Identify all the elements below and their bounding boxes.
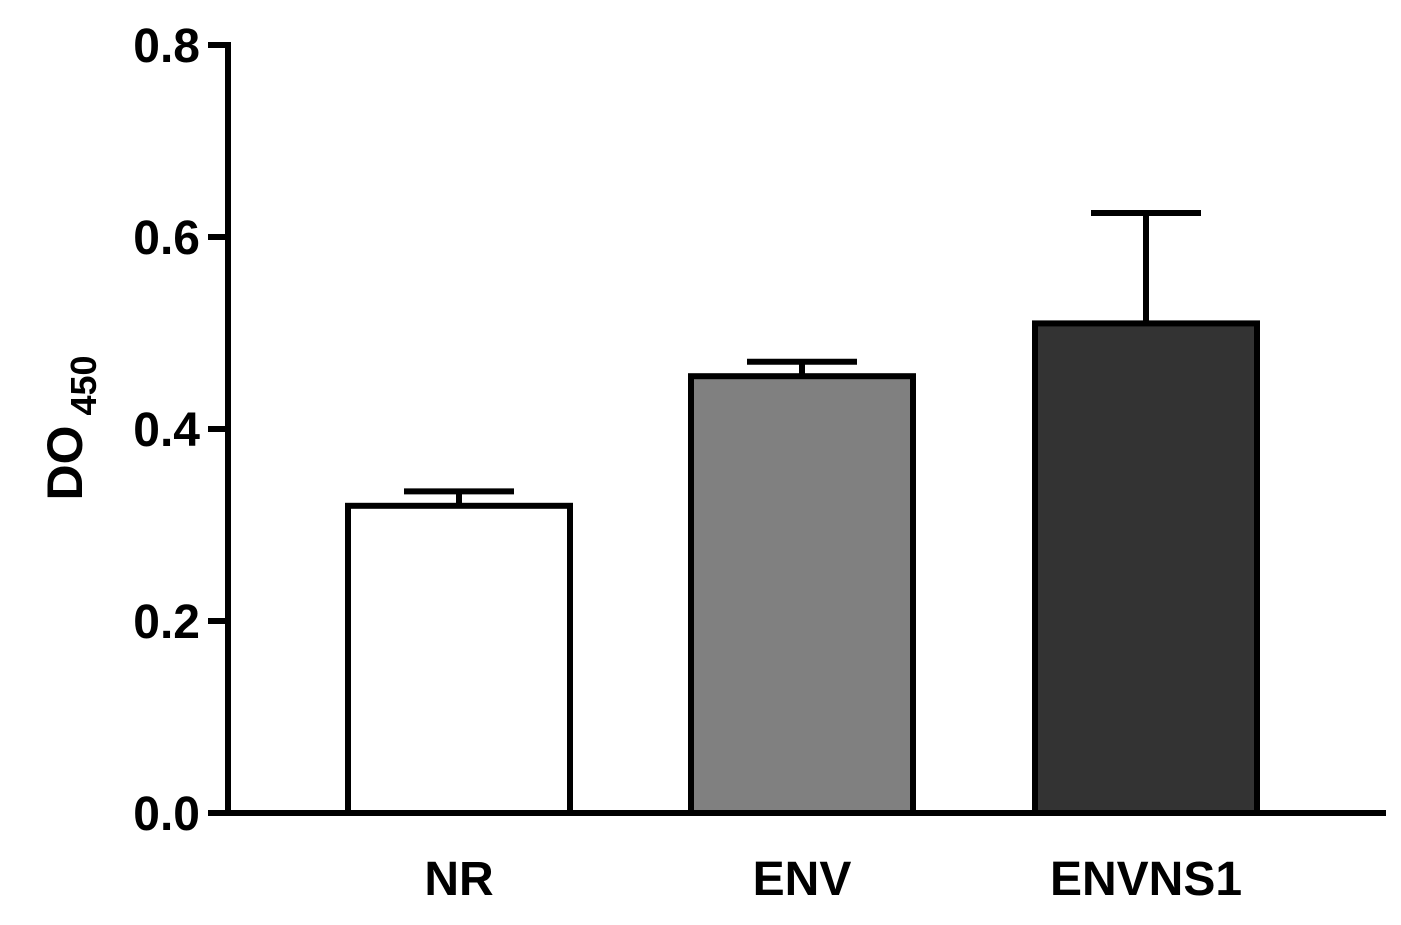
x-category-label: ENVNS1 (1050, 853, 1242, 906)
y-tick-label: 0.8 (133, 20, 200, 73)
bar-nr (345, 502, 573, 816)
x-labels-layer: NR ENV ENVNS1 (424, 853, 1242, 906)
y-tick-label: 0.0 (133, 788, 200, 841)
y-tick-label: 0.6 (133, 212, 200, 265)
x-category-label: ENV (753, 853, 852, 906)
bar-env (688, 373, 916, 816)
bars-layer (345, 320, 1260, 816)
x-category-label: NR (424, 853, 493, 906)
bar-envns1 (1032, 320, 1260, 816)
y-ticks-layer: 0.0 0.2 0.4 0.6 0.8 (133, 20, 228, 841)
y-tick-label: 0.2 (133, 596, 200, 649)
y-axis-title-main: DO (37, 426, 93, 501)
y-axis-title: DO 450 (37, 355, 104, 500)
y-axis-title-subscript: 450 (63, 355, 104, 415)
error-bars-layer (404, 210, 1201, 506)
y-tick-label: 0.4 (133, 404, 200, 457)
